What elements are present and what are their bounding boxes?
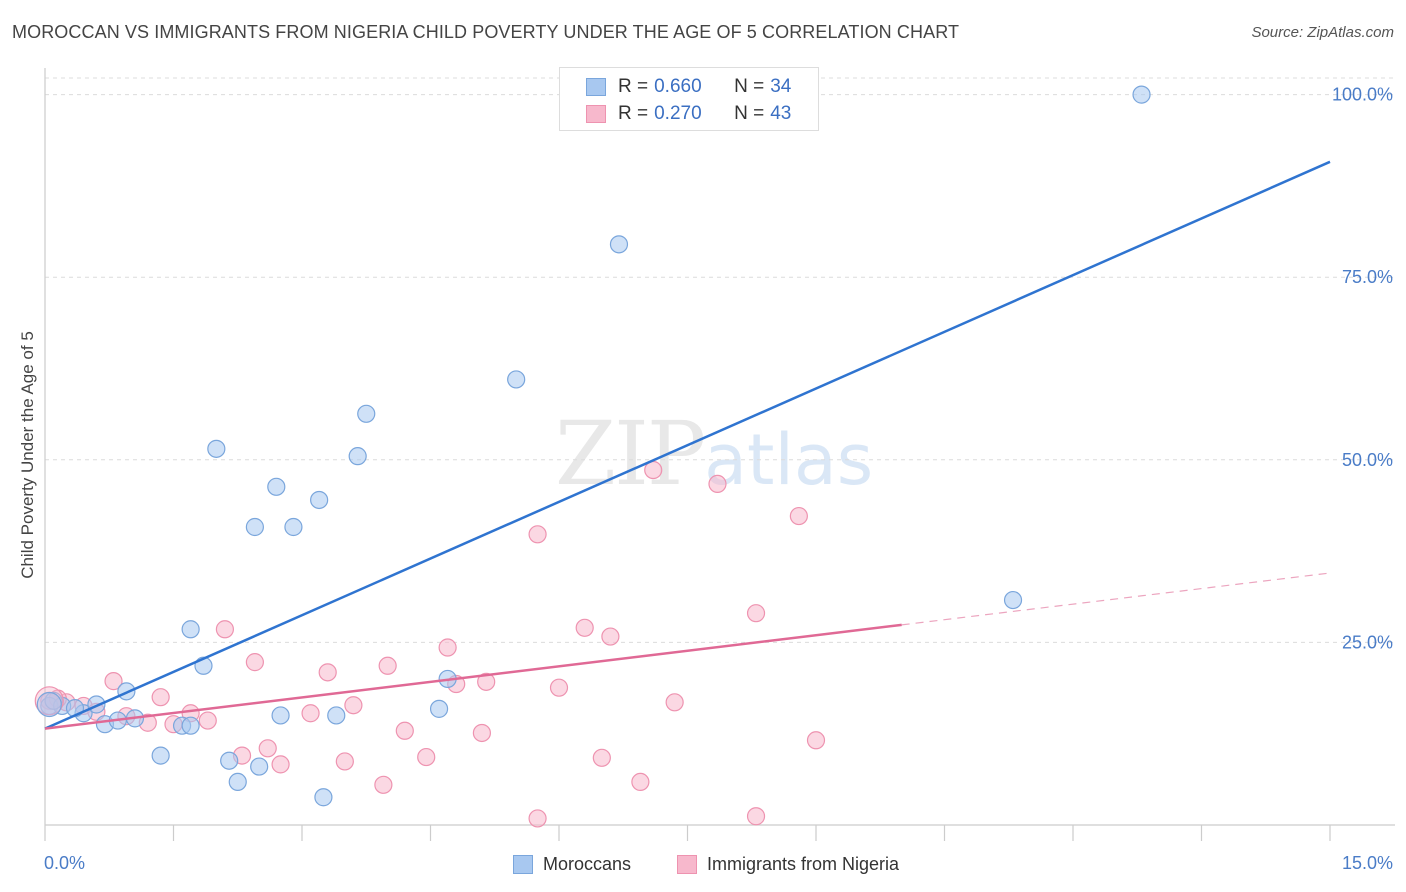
y-tick-label: 100.0% — [1332, 85, 1393, 105]
point-nigeria — [335, 752, 354, 771]
point-moroccans — [181, 620, 200, 639]
point-nigeria — [746, 807, 766, 826]
point-nigeria — [245, 653, 264, 672]
point-nigeria — [601, 627, 620, 646]
correlation-legend: R = 0.660 N = 34 R = 0.270 N = 43 — [559, 67, 819, 131]
point-moroccans — [357, 404, 376, 423]
legend-r-value: 0.270 — [654, 103, 702, 124]
legend-r-label: R = — [618, 76, 649, 97]
legend-n-label: N = — [734, 103, 765, 124]
point-moroccans — [181, 716, 200, 735]
point-moroccans — [271, 706, 290, 725]
point-nigeria — [631, 772, 650, 792]
legend-r-label: R = — [618, 103, 649, 124]
point-nigeria — [806, 731, 826, 750]
trendline-nigeria-extension — [901, 572, 1331, 626]
point-nigeria — [592, 748, 611, 767]
source-credit: Source: ZipAtlas.com — [1251, 24, 1394, 41]
legend-n-value: 34 — [770, 76, 792, 97]
point-moroccans — [429, 699, 449, 718]
trendline-moroccans — [44, 160, 1331, 730]
bottom-legend-label-moroccans: Moroccans — [543, 853, 632, 874]
point-nigeria — [708, 474, 727, 494]
y-tick-label: 75.0% — [1342, 267, 1393, 287]
bottom-legend-label-nigeria: Immigrants from Nigeria — [707, 853, 900, 874]
legend-n-label: N = — [734, 76, 765, 97]
point-nigeria — [477, 672, 496, 691]
point-nigeria — [549, 678, 569, 697]
point-nigeria — [438, 638, 457, 657]
point-nigeria — [472, 723, 491, 743]
legend-r-value: 0.660 — [654, 76, 702, 97]
bottom-legend-swatch-nigeria — [677, 854, 697, 874]
point-nigeria — [151, 688, 170, 707]
point-nigeria — [215, 620, 234, 639]
chart-title: MOROCCAN VS IMMIGRANTS FROM NIGERIA CHIL… — [12, 22, 960, 42]
point-moroccans — [245, 517, 264, 537]
point-nigeria — [378, 656, 397, 675]
point-nigeria — [104, 672, 123, 691]
x-tick-label: 0.0% — [44, 853, 85, 873]
point-moroccans — [220, 751, 239, 770]
point-nigeria — [258, 739, 277, 758]
point-moroccans — [267, 477, 286, 496]
point-nigeria — [575, 618, 594, 637]
point-nigeria — [198, 711, 217, 730]
point-nigeria — [374, 775, 393, 794]
x-tick-label: 15.0% — [1342, 853, 1393, 873]
point-moroccans — [310, 490, 329, 510]
legend-swatch-moroccans — [586, 78, 606, 96]
point-nigeria — [318, 663, 337, 682]
point-moroccans — [284, 517, 303, 537]
point-nigeria — [746, 604, 766, 623]
point-moroccans — [250, 757, 269, 776]
point-moroccans — [609, 235, 629, 254]
point-nigeria — [417, 747, 436, 767]
point-nigeria — [301, 704, 320, 723]
point-nigeria — [271, 755, 290, 774]
point-moroccans — [1003, 590, 1023, 610]
point-moroccans — [151, 746, 170, 765]
point-cluster-nigeria — [34, 686, 64, 716]
bottom-legend-moroccans: Moroccans — [513, 852, 631, 876]
point-nigeria — [665, 693, 684, 712]
point-nigeria — [395, 721, 414, 740]
point-nigeria — [528, 809, 547, 828]
point-cluster-moroccans — [36, 691, 62, 718]
legend-row-moroccans: R = 0.660 N = 34 — [586, 75, 791, 99]
legend-swatch-nigeria — [586, 105, 606, 123]
y-tick-label: 25.0% — [1342, 632, 1393, 652]
legend-row-nigeria: R = 0.270 N = 43 — [586, 102, 791, 126]
point-nigeria — [789, 506, 808, 526]
point-nigeria — [528, 525, 547, 544]
trendline-nigeria — [44, 623, 902, 730]
legend-n-value: 43 — [770, 103, 792, 124]
point-moroccans — [348, 447, 367, 466]
y-tick-label: 50.0% — [1342, 450, 1393, 470]
point-moroccans — [314, 788, 333, 807]
point-moroccans — [507, 370, 526, 389]
point-moroccans — [1132, 85, 1151, 104]
point-moroccans — [207, 439, 226, 458]
watermark-zip: ZIP — [555, 402, 706, 505]
point-moroccans — [228, 772, 247, 792]
bottom-legend-nigeria: Immigrants from Nigeria — [677, 852, 899, 876]
point-nigeria — [344, 696, 363, 715]
point-moroccans — [327, 706, 346, 725]
bottom-legend-swatch-moroccans — [513, 854, 533, 874]
